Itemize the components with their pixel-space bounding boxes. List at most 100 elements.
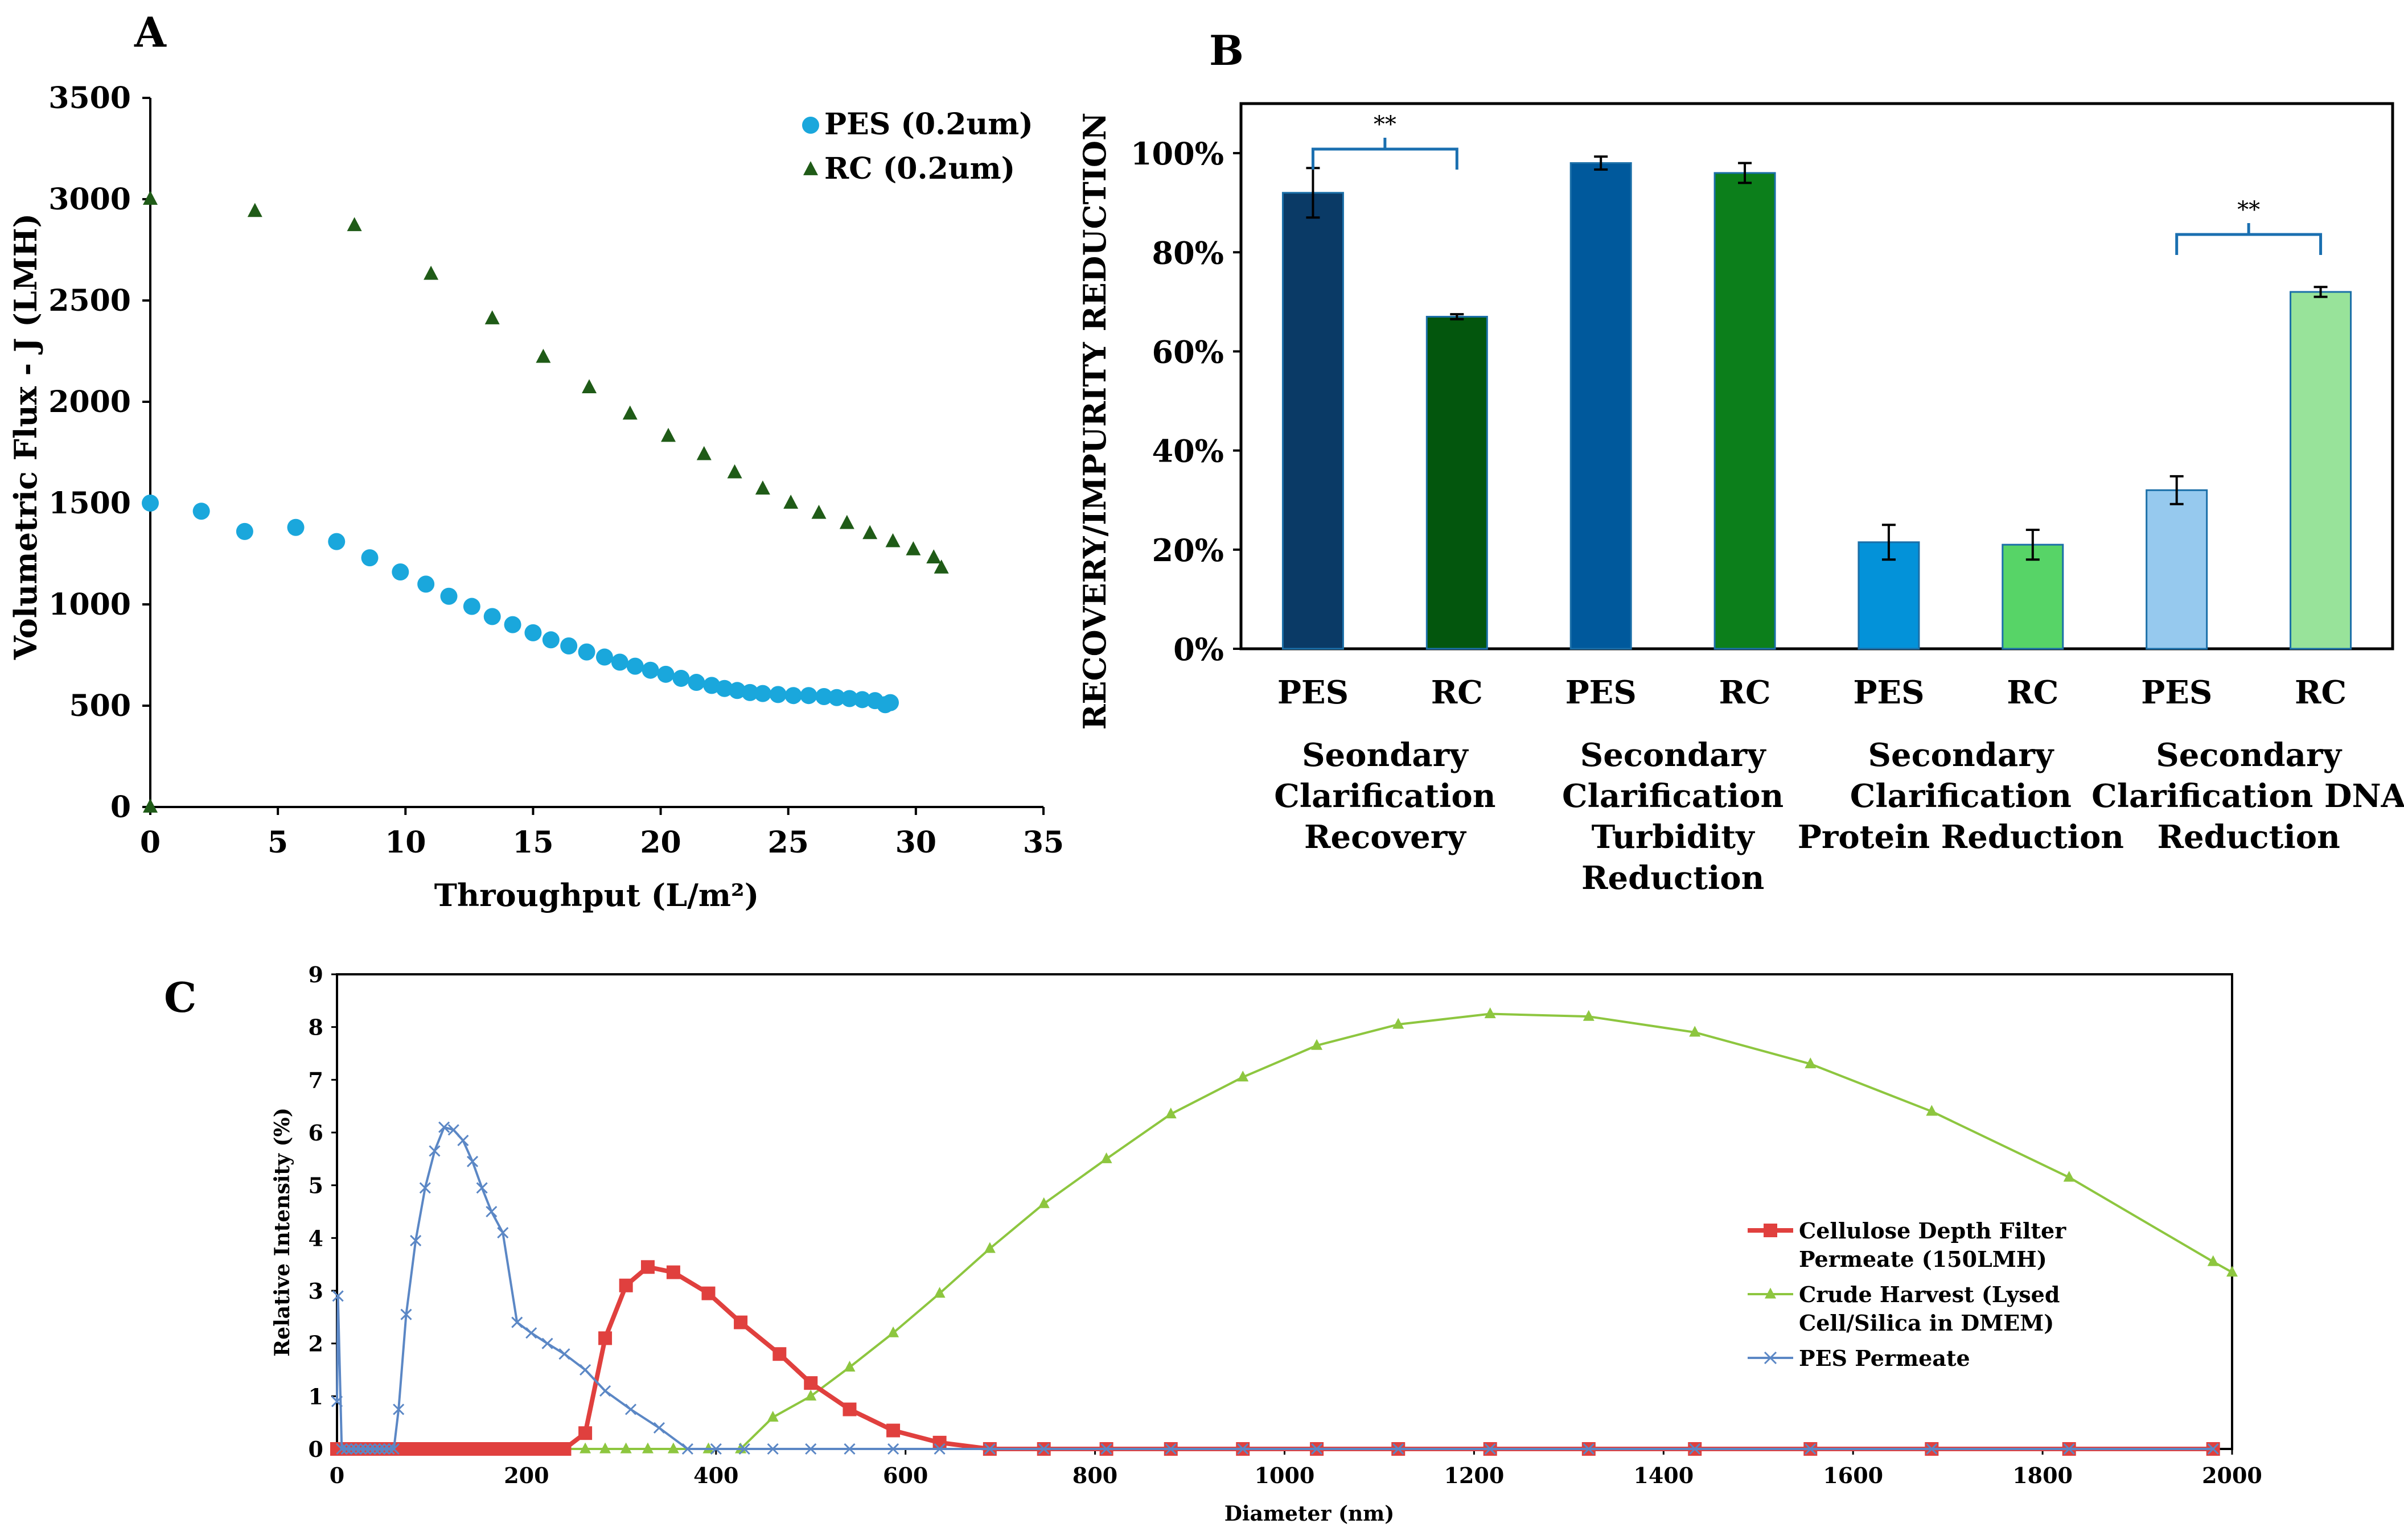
panel-c-point-pes-permeate-stroke-b — [681, 1443, 693, 1455]
panel-c-y-axis-label: Relative Intensity (%) — [270, 1107, 294, 1357]
panel-c-point-pes-permeate-stroke-b — [1165, 1443, 1177, 1455]
panel-a-point-rc — [811, 504, 827, 519]
panel-c-point-pes-permeate-stroke-b — [2207, 1443, 2219, 1455]
panel-a-point-pes — [853, 691, 871, 709]
panel-c-point-crude-harvest — [1805, 1057, 1817, 1069]
panel-c-point-pes-permeate — [466, 1155, 479, 1168]
panel-b-bar-pes — [1569, 162, 1632, 650]
panel-a-point-rc — [143, 191, 158, 205]
panel-a-point-rc — [885, 533, 901, 547]
panel-a-point-rc — [424, 265, 439, 280]
panel-c-point-pes-permeate — [580, 1364, 591, 1376]
panel-a-point-pes — [504, 616, 521, 633]
panel-c-point-crude-harvest — [642, 1442, 654, 1453]
panel-c: C 0 1 2 3 4 5 6 7 8 9 0 200 400 600 800 1000 1200 1400 160… — [164, 962, 2262, 1526]
panel-c-point-pes-permeate — [379, 1443, 391, 1455]
panel-a-point-rc — [661, 427, 676, 442]
panel-c-point-crude-harvest — [805, 1389, 817, 1401]
panel-b-significance-label: ** — [1374, 112, 1396, 138]
panel-a-point-rc — [143, 798, 158, 813]
panel-a-point-pes — [882, 694, 899, 711]
panel-c-point-cellulose — [640, 1260, 655, 1274]
panel-a-point-pes — [560, 637, 578, 654]
panel-c-point-pes-permeate — [558, 1348, 570, 1360]
panel-a-letter: A — [134, 8, 167, 56]
panel-b-group-label-line: Clarification — [1562, 777, 1784, 815]
panel-c-point-pes-permeate-stroke-b — [805, 1443, 817, 1455]
panel-c-point-pes-permeate — [476, 1182, 488, 1194]
panel-c-point-crude-harvest — [1926, 1105, 1938, 1116]
panel-a-point-pes — [392, 563, 409, 581]
panel-b-y-tick-label: 0% — [1173, 631, 1224, 668]
panel-b-bar-rc — [1425, 315, 1488, 650]
panel-c-point-pes-permeate — [373, 1443, 385, 1455]
panel-c-point-pes-permeate — [400, 1308, 412, 1320]
panel-a-x-tick-label: 10 — [385, 825, 426, 860]
panel-c-x-tick-label: 800 — [1072, 1463, 1117, 1488]
panel-c-point-crude-harvest — [1392, 1018, 1404, 1029]
panel-c-legend-label-line: Cellulose Depth Filter — [1799, 1218, 2066, 1243]
panel-c-x-tick-label: 200 — [504, 1463, 549, 1488]
panel-c-x-tick-label: 400 — [693, 1463, 738, 1488]
panel-a-x-tick-label: 30 — [895, 825, 936, 860]
panel-a-legend-label: PES (0.2um) — [824, 107, 1033, 142]
panel-c-point-cellulose — [772, 1347, 787, 1361]
panel-c-point-pes-permeate-stroke-b — [359, 1443, 371, 1455]
panel-a-point-pes — [729, 682, 746, 699]
panel-b-significance-label: ** — [2237, 197, 2260, 223]
panel-a-y-tick-label: 2000 — [48, 385, 131, 419]
panel-c-point-pes-permeate-stroke-b — [373, 1443, 385, 1455]
panel-c-point-pes-permeate — [355, 1443, 367, 1455]
panel-c-point-pes-permeate — [2063, 1443, 2075, 1455]
panel-a-point-rc — [934, 559, 949, 574]
panel-b-bar-label: PES — [2141, 674, 2212, 711]
panel-a-y-tick-label: 0 — [110, 790, 131, 825]
panel-c-point-pes-permeate — [438, 1121, 450, 1133]
panel-c-point-pes-permeate — [710, 1443, 722, 1455]
panel-a-x-tick-label: 25 — [768, 825, 809, 860]
panel-c-point-pes-permeate — [1165, 1443, 1177, 1455]
panel-c-x-tick-label: 1600 — [1823, 1463, 1883, 1488]
panel-a-point-rc — [696, 446, 712, 460]
panel-a-point-pes — [542, 631, 560, 649]
panel-b-group-label-line: Reduction — [1581, 859, 1764, 897]
panel-c-point-pes-permeate-stroke-b — [511, 1316, 523, 1328]
panel-a-point-pes — [688, 674, 705, 691]
panel-c-x-tick-label: 1800 — [2012, 1463, 2073, 1488]
panel-c-legend: Cellulose Depth Filter Permeate (150LMH) C… — [1748, 1218, 2066, 1371]
panel-c-point-crude-harvest — [2226, 1266, 2238, 1277]
panel-a-x-tick-label: 20 — [640, 825, 681, 860]
panel-c-point-crude-harvest — [1583, 1010, 1595, 1021]
panel-a-point-pes — [361, 549, 379, 567]
panel-c-point-pes-permeate-stroke-b — [887, 1443, 899, 1455]
panel-c-point-crude-harvest — [984, 1242, 996, 1253]
panel-c-point-crude-harvest — [2063, 1171, 2075, 1182]
panel-c-point-pes-permeate-stroke-b — [1583, 1443, 1595, 1455]
panel-c-point-pes-permeate-stroke-b — [486, 1205, 498, 1218]
panel-a-y-tick-label: 3000 — [48, 182, 131, 217]
panel-a-point-pes — [769, 686, 787, 703]
panel-c-point-pes-permeate-stroke-b — [1237, 1443, 1249, 1455]
panel-c-point-pes-permeate — [497, 1227, 509, 1239]
panel-c-point-pes-permeate — [805, 1443, 817, 1455]
panel-c-y-tick-label: 0 — [309, 1436, 323, 1462]
panel-c-point-pes-permeate-stroke-b — [624, 1403, 637, 1415]
panel-c-y-tick-label: 5 — [309, 1173, 323, 1199]
panel-c-x-tick-label: 0 — [330, 1463, 344, 1488]
panel-c-point-pes-permeate-stroke-b — [738, 1443, 750, 1455]
panel-c-point-pes-permeate — [511, 1316, 523, 1328]
panel-c-y-tick-label: 3 — [309, 1278, 323, 1304]
panel-a-x-tick-label: 15 — [512, 825, 553, 860]
panel-c-point-crude-harvest — [1484, 1007, 1496, 1019]
panel-b: B 0% 20% 40% 60% 80% 100% ** ** PES RC PES RC PES R… — [1076, 26, 2404, 897]
panel-c-series — [330, 1007, 2238, 1456]
panel-c-point-pes-permeate-stroke-b — [466, 1155, 479, 1168]
panel-c-frame — [336, 973, 2233, 1450]
panel-c-point-pes-permeate-stroke-b — [340, 1443, 352, 1455]
panel-a-points — [142, 191, 949, 813]
panel-a-legend: PES (0.2um) RC (0.2um) — [802, 107, 1033, 186]
panel-c-point-pes-permeate — [457, 1134, 469, 1146]
panel-c-legend-label-line: PES Permeate — [1799, 1345, 1970, 1371]
panel-c-point-pes-permeate — [541, 1337, 553, 1349]
